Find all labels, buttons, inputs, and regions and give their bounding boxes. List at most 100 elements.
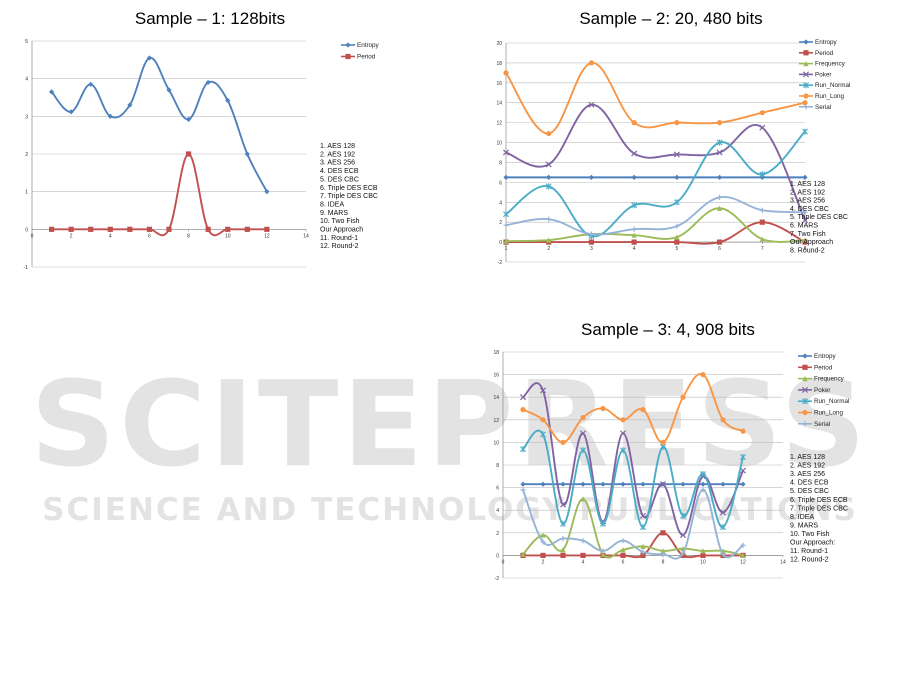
y-tick-label: 18 [493, 350, 499, 356]
data-point [716, 174, 723, 180]
series-line [522, 372, 744, 444]
data-point [802, 100, 808, 106]
data-point [700, 372, 706, 378]
data-point [546, 174, 552, 180]
data-point [588, 60, 595, 66]
note-item: 10. Two Fish [320, 218, 360, 225]
data-point [520, 407, 526, 413]
data-point [68, 109, 74, 115]
data-point [620, 481, 626, 487]
data-point [503, 238, 509, 244]
y-tick-label: 14 [496, 101, 502, 107]
note-item: 4. DES CBC [790, 206, 829, 213]
legend-swatch-marker [345, 53, 351, 60]
y-tick-label: 3 [25, 114, 28, 120]
series-entropy [48, 55, 270, 195]
legend-label: Serial [814, 421, 830, 428]
data-point [720, 551, 726, 557]
y-tick-label: 0 [499, 240, 502, 246]
series-period [48, 151, 270, 237]
data-point [716, 239, 723, 245]
data-point [166, 87, 172, 93]
data-point [640, 552, 646, 558]
note-item: 2. AES 192 [790, 463, 825, 470]
data-point [802, 128, 808, 135]
y-tick-label: -2 [498, 260, 503, 266]
data-point [631, 174, 637, 180]
y-tick-label: 1 [25, 190, 28, 196]
data-point [540, 417, 546, 423]
legend-label: Frequency [814, 376, 845, 383]
y-tick-label: 4 [496, 508, 499, 514]
data-point [673, 151, 680, 158]
data-point [540, 532, 546, 538]
legend-swatch-marker [802, 364, 808, 370]
data-point [225, 97, 231, 104]
data-point [540, 539, 546, 545]
y-tick-label: 8 [499, 160, 502, 166]
x-tick-label: 4 [109, 233, 112, 239]
data-point [700, 470, 706, 478]
legend-label: Period [357, 54, 376, 61]
data-point [560, 481, 566, 487]
data-point [700, 548, 706, 554]
data-point [660, 439, 666, 445]
legend-label: Run_Normal [815, 82, 850, 89]
data-point [620, 447, 626, 454]
x-tick-label: 6 [622, 559, 625, 565]
data-point [264, 226, 270, 232]
data-point [716, 194, 723, 200]
legend-label: Run_Long [815, 93, 845, 100]
note-item: 1. AES 128 [320, 143, 355, 150]
note-item: 11. Round-1 [320, 235, 358, 242]
data-point [680, 481, 686, 487]
data-point [759, 124, 766, 131]
data-point [560, 520, 566, 527]
data-point [659, 481, 667, 488]
note-item: 5. Triple DES CBC [790, 214, 848, 221]
data-point [166, 226, 172, 232]
series-line [505, 221, 806, 245]
y-tick-label: 18 [496, 61, 502, 67]
series-frequency [520, 496, 746, 559]
note-item: 12. Round-2 [790, 557, 829, 564]
note-item: Our Approach: [790, 540, 835, 547]
legend-label: Run_Long [814, 410, 844, 417]
data-point [588, 239, 595, 245]
data-point [716, 139, 723, 146]
data-point [560, 552, 566, 558]
legend-swatch-marker [803, 61, 809, 67]
note-item: 8. Round-2 [790, 247, 825, 254]
y-tick-label: 4 [25, 77, 28, 83]
data-point [680, 550, 686, 556]
x-tick-label: 2 [542, 559, 545, 565]
note-item: 5. DES CBC [790, 488, 829, 495]
y-tick-label: 14 [493, 395, 499, 401]
legend-label: Period [815, 50, 834, 57]
note-item: 3. AES 256 [790, 471, 825, 478]
x-tick-label: 0 [31, 233, 34, 239]
y-tick-label: 5 [25, 39, 28, 45]
data-point [588, 231, 595, 237]
legend-swatch-marker [803, 104, 809, 110]
data-point [674, 239, 680, 245]
note-item: 2. AES 192 [790, 189, 825, 196]
data-point [580, 447, 586, 454]
y-tick-label: 20 [496, 41, 502, 47]
data-point [88, 81, 94, 87]
legend-label: Poker [814, 387, 830, 394]
y-tick-label: 4 [499, 200, 502, 206]
data-point [48, 89, 55, 95]
data-point [640, 549, 646, 555]
note-item: 10. Two Fish [790, 531, 830, 538]
y-tick-label: 10 [493, 440, 499, 446]
data-point [631, 232, 637, 238]
data-point [801, 217, 809, 224]
x-tick-label: 6 [718, 246, 721, 252]
data-point [546, 130, 552, 137]
chart-title: Sample – 3: 4, 908 bits [581, 320, 755, 339]
note-item: 6. Triple DES ECB [790, 497, 848, 504]
data-point [739, 467, 747, 474]
x-tick-label: 8 [187, 233, 190, 239]
data-point [502, 149, 510, 156]
